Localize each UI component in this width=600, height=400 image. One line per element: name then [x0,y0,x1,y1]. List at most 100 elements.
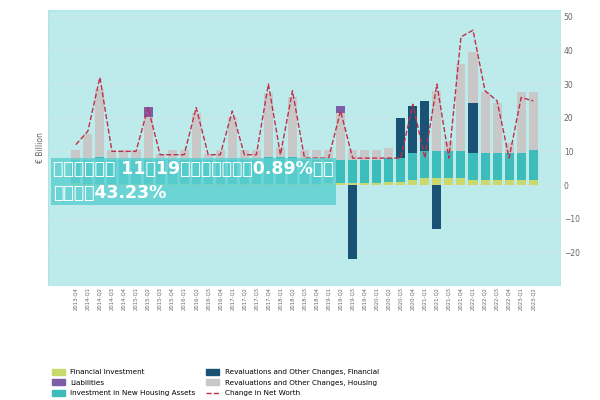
Bar [167,160,176,184]
Bar [276,147,285,157]
Bar [179,150,188,160]
Bar [421,101,430,151]
Bar [143,184,152,185]
Bar [481,153,490,180]
Bar [191,160,200,184]
Bar [300,160,309,184]
Bar [409,106,418,153]
Bar [288,157,297,184]
Y-axis label: € Billion: € Billion [36,132,45,164]
Bar [324,183,333,185]
Bar [421,178,430,185]
Bar [119,150,128,160]
Bar [433,178,442,185]
Bar [204,154,213,160]
Bar [505,180,514,185]
Bar [360,160,369,183]
Bar [204,160,213,184]
Bar [469,153,478,180]
Bar [143,107,152,117]
Bar [288,184,297,185]
Bar [107,150,116,160]
Bar [71,183,80,185]
Bar [83,184,92,185]
Bar [216,184,225,185]
Bar [312,160,321,184]
Bar [493,102,502,153]
Bar [155,154,164,160]
Bar [204,184,213,185]
Bar [384,148,393,158]
Bar [348,185,357,259]
Bar [71,150,80,160]
Bar [167,150,176,160]
Bar [228,160,237,184]
Bar [433,151,442,178]
Bar [336,113,345,160]
Bar [312,150,321,160]
Bar [83,134,92,160]
Bar [529,150,538,180]
Bar [179,184,188,185]
Bar [131,150,140,160]
Bar [191,184,200,185]
Bar [493,180,502,185]
Bar [48,10,561,286]
Bar [409,106,418,153]
Bar [457,151,466,178]
Bar [421,151,430,178]
Bar [216,150,225,160]
Bar [469,180,478,185]
Bar [179,160,188,184]
Bar [131,160,140,184]
Bar [384,182,393,185]
Bar [83,160,92,184]
Bar [95,90,104,157]
Bar [481,92,490,153]
Bar [396,118,405,158]
Bar [264,157,273,184]
Bar [409,180,418,185]
Bar [143,160,152,184]
Bar [517,153,526,180]
Bar [143,117,152,160]
Bar [396,182,405,185]
Bar [421,141,430,151]
Bar [167,184,176,185]
Bar [517,180,526,185]
Bar [372,150,381,160]
Bar [240,150,249,160]
Bar [336,183,345,185]
Bar [409,153,418,180]
Bar [445,141,454,151]
Bar [131,184,140,185]
Bar [360,150,369,160]
Bar [529,92,538,150]
Bar [372,160,381,183]
Bar [360,183,369,185]
Bar [252,150,261,160]
Bar [469,52,478,153]
Bar [433,185,442,229]
Bar [252,184,261,185]
Bar [107,184,116,185]
Bar [228,184,237,185]
Bar [372,183,381,185]
Bar [336,106,345,113]
Bar [95,157,104,184]
Text: 漳州股票配资 11月19日力合转偶上涨0.89%，转
股溢价率43.23%: 漳州股票配资 11月19日力合转偶上涨0.89%，转 股溢价率43.23% [53,160,334,202]
Bar [457,178,466,185]
Bar [71,160,80,183]
Bar [252,160,261,184]
Bar [300,184,309,185]
Bar [348,160,357,183]
Bar [276,157,285,184]
Bar [107,160,116,184]
Bar [324,150,333,160]
Bar [348,183,357,185]
Bar [155,184,164,185]
Bar [481,180,490,185]
Bar [264,184,273,185]
Bar [324,160,333,183]
Bar [95,184,104,185]
